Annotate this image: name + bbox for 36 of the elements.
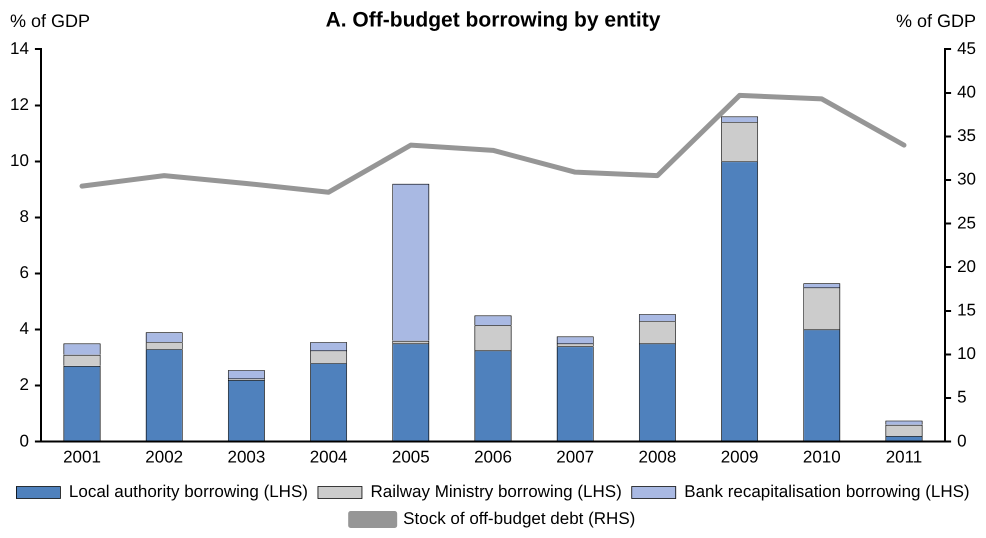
x-tick-label: 2002 xyxy=(145,447,184,466)
y-tick-label: 4 xyxy=(19,319,29,338)
y-tick-label: 8 xyxy=(19,207,29,226)
y2-tick-label: 25 xyxy=(957,213,976,232)
y2-tick-label: 0 xyxy=(957,431,967,450)
x-tick-label: 2008 xyxy=(638,447,676,466)
y-tick-label: 2 xyxy=(19,375,29,394)
legend-label: Stock of off-budget debt (RHS) xyxy=(403,509,636,528)
legend-label: Bank recapitalisation borrowing (LHS) xyxy=(684,482,970,502)
x-tick-label: 2007 xyxy=(556,447,594,466)
x-tick-label: 2003 xyxy=(227,447,266,466)
y-axis-title: % of GDP xyxy=(10,10,90,31)
y-tick-label: 12 xyxy=(10,94,29,114)
x-tick-label: 2004 xyxy=(310,447,348,466)
x-tick-label: 2006 xyxy=(474,447,512,466)
x-tick-label: 2001 xyxy=(63,447,101,466)
y-tick-label: 14 xyxy=(10,38,29,58)
legend-label: Railway Ministry borrowing (LHS) xyxy=(370,482,622,502)
y-tick-label: 10 xyxy=(10,151,29,170)
legend-label: Local authority borrowing (LHS) xyxy=(68,482,308,502)
y2-tick-label: 40 xyxy=(957,82,976,102)
x-tick-label: 2005 xyxy=(392,447,430,466)
y2-tick-label: 20 xyxy=(957,256,976,276)
chart-title: A. Off-budget borrowing by entity xyxy=(326,8,661,32)
y2-tick-label: 45 xyxy=(957,38,976,58)
x-tick-label: 2011 xyxy=(886,447,922,466)
y2-tick-label: 5 xyxy=(957,388,967,407)
y-tick-label: 0 xyxy=(19,431,29,450)
x-tick-label: 2010 xyxy=(802,447,841,466)
y2-axis-title: % of GDP xyxy=(896,10,976,31)
y2-tick-label: 35 xyxy=(957,126,976,146)
x-tick-label: 2009 xyxy=(720,447,759,466)
y-tick-label: 6 xyxy=(19,263,29,282)
y2-tick-label: 30 xyxy=(957,170,976,189)
y2-tick-label: 15 xyxy=(957,300,976,320)
y2-tick-label: 10 xyxy=(957,344,976,364)
